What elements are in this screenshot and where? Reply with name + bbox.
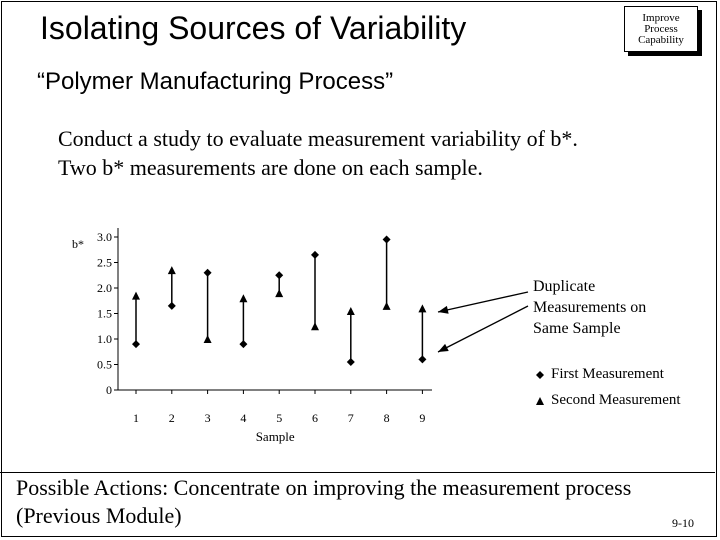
callout-arrow-line (437, 305, 529, 353)
description-line: Two b* measurements are done on each sam… (58, 155, 483, 180)
triangle-icon (536, 397, 544, 405)
second-measurement-point (132, 291, 140, 300)
first-measurement-point (311, 250, 319, 259)
x-tick-label: 1 (133, 411, 139, 425)
x-tick-label: 8 (384, 411, 390, 425)
second-measurement-point (167, 266, 176, 275)
first-measurement-point (203, 268, 212, 277)
first-measurement-point (418, 355, 427, 364)
measurement-chart: 0 0.5 1.0 1.5 2.0 2.5 3.0 b* 1 2 3 4 5 6 7 8 9 Sample (72, 228, 529, 444)
second-measurement-point (275, 289, 284, 298)
page-number: 9-10 (672, 516, 694, 530)
diamond-icon (536, 371, 544, 379)
callout-line: Measurements on (533, 299, 647, 316)
x-tick-label: 7 (348, 411, 354, 425)
slide-subtitle: “Polymer Manufacturing Process” (37, 68, 394, 95)
actions-panel (0, 472, 715, 538)
callout-arrows (437, 291, 529, 353)
y-axis-label: b* (72, 237, 84, 251)
callout-line: Same Sample (533, 320, 621, 337)
x-tick-label: 5 (276, 411, 282, 425)
x-tick-label: 4 (240, 411, 246, 425)
y-tick-label: 2.0 (97, 281, 112, 295)
callout-arrow-head (438, 343, 449, 352)
callout-line: Duplicate (533, 278, 596, 295)
legend-first-label: First Measurement (551, 366, 664, 382)
y-tick-label: 1.0 (97, 332, 112, 346)
slide-title: Isolating Sources of Variability (40, 10, 467, 46)
y-tick-label: 3.0 (97, 230, 112, 244)
callout-arrow-head (438, 305, 449, 314)
second-measurement-point (346, 306, 355, 315)
actions-line: (Previous Module) (16, 503, 182, 528)
chart-axes: 0 0.5 1.0 1.5 2.0 2.5 3.0 b* 1 2 3 4 5 6 7 8 9 Sample (72, 228, 432, 444)
duplicate-callout: Duplicate Measurements on Same Sample (533, 276, 646, 339)
possible-actions: Possible Actions: Concentrate on improvi… (16, 474, 631, 530)
y-tick-label: 0 (106, 383, 112, 397)
y-tick-label: 0.5 (97, 358, 112, 372)
x-tick-label: 9 (419, 411, 425, 425)
first-measurement-point (346, 357, 355, 366)
second-measurement-point (418, 304, 427, 313)
first-measurement-point (382, 235, 391, 244)
badge-line: Process (644, 22, 678, 35)
badge-line: Improve (642, 11, 680, 24)
study-description: Conduct a study to evaluate measurement … (58, 124, 578, 182)
callout-arrow-line (437, 291, 529, 313)
second-measurement-point (311, 322, 319, 331)
second-measurement-point (203, 335, 212, 343)
first-measurement-point (167, 301, 176, 310)
legend-second-label: Second Measurement (551, 392, 681, 408)
second-measurement-point (382, 301, 391, 310)
actions-line: Possible Actions: Concentrate on improvi… (16, 475, 632, 500)
x-axis-label: Sample (256, 429, 295, 444)
improve-capability-badge: Improve Process Capability (624, 6, 698, 52)
badge-line: Capability (638, 33, 684, 46)
description-line: Conduct a study to evaluate measurement … (58, 126, 578, 151)
second-measurement-point (239, 294, 248, 303)
y-tick-label: 1.5 (97, 307, 112, 321)
chart-marks (132, 235, 427, 366)
y-tick-label: 2.5 (97, 256, 112, 270)
x-tick-label: 2 (169, 411, 175, 425)
x-tick-label: 6 (312, 411, 318, 425)
first-measurement-point (239, 340, 248, 349)
first-measurement-point (275, 271, 284, 280)
x-tick-label: 3 (205, 411, 211, 425)
first-measurement-point (132, 340, 140, 349)
